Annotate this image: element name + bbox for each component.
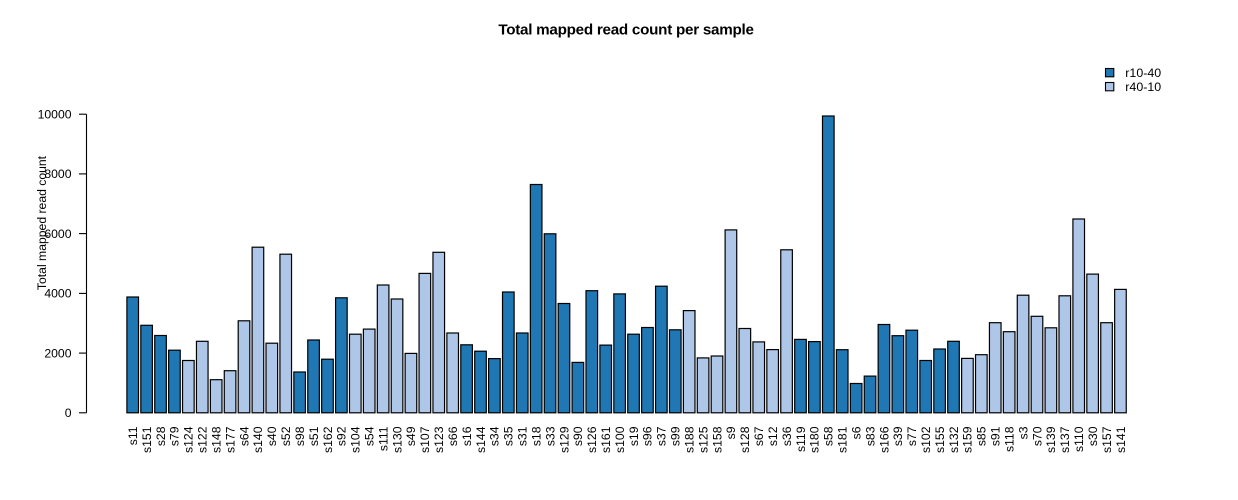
svg-text:s6: s6 — [849, 426, 863, 439]
svg-text:s144: s144 — [474, 426, 488, 453]
svg-text:s180: s180 — [808, 426, 822, 453]
svg-text:s98: s98 — [293, 426, 307, 446]
svg-text:s31: s31 — [516, 426, 530, 446]
svg-text:s130: s130 — [390, 426, 404, 453]
svg-text:s104: s104 — [349, 426, 363, 453]
svg-text:s58: s58 — [822, 426, 836, 446]
svg-text:r40-10: r40-10 — [1125, 80, 1161, 94]
svg-text:s155: s155 — [933, 426, 947, 453]
svg-text:s128: s128 — [738, 426, 752, 453]
svg-text:s123: s123 — [432, 426, 446, 453]
svg-text:s40: s40 — [265, 426, 279, 446]
svg-text:s158: s158 — [710, 426, 724, 453]
svg-text:s137: s137 — [1058, 426, 1072, 453]
svg-text:s181: s181 — [836, 426, 850, 453]
svg-text:4000: 4000 — [44, 287, 71, 301]
svg-text:0: 0 — [65, 406, 72, 420]
svg-text:s129: s129 — [557, 426, 571, 453]
svg-text:s28: s28 — [154, 426, 168, 446]
svg-text:s36: s36 — [780, 426, 794, 446]
svg-text:s39: s39 — [891, 426, 905, 446]
svg-text:s11: s11 — [126, 426, 140, 445]
svg-text:Total mapped read count per sa: Total mapped read count per sample — [498, 22, 753, 39]
svg-text:s151: s151 — [140, 426, 154, 453]
svg-text:s110: s110 — [1072, 426, 1086, 452]
svg-text:s111: s111 — [376, 426, 390, 451]
svg-text:s125: s125 — [696, 426, 710, 453]
svg-text:s83: s83 — [863, 426, 877, 446]
svg-text:s90: s90 — [571, 426, 585, 446]
svg-text:s37: s37 — [655, 426, 669, 446]
svg-text:s54: s54 — [363, 426, 377, 446]
svg-text:s124: s124 — [182, 426, 196, 453]
svg-text:s91: s91 — [989, 426, 1003, 446]
svg-text:s51: s51 — [307, 426, 321, 446]
svg-text:s3: s3 — [1016, 426, 1030, 439]
svg-text:s148: s148 — [209, 426, 223, 453]
svg-text:s141: s141 — [1114, 426, 1128, 453]
svg-text:8000: 8000 — [44, 167, 71, 181]
svg-text:r10-40: r10-40 — [1125, 66, 1161, 80]
svg-text:s107: s107 — [418, 426, 432, 453]
svg-text:s139: s139 — [1044, 426, 1058, 453]
svg-text:s34: s34 — [488, 426, 502, 446]
svg-text:s66: s66 — [446, 426, 460, 446]
svg-text:s35: s35 — [502, 426, 516, 446]
svg-text:s30: s30 — [1086, 426, 1100, 446]
svg-text:s70: s70 — [1030, 426, 1044, 446]
svg-text:s85: s85 — [975, 426, 989, 446]
svg-text:s33: s33 — [543, 426, 557, 446]
svg-text:s140: s140 — [251, 426, 265, 453]
svg-text:s64: s64 — [237, 426, 251, 446]
svg-text:s92: s92 — [335, 426, 349, 446]
svg-text:s100: s100 — [613, 426, 627, 453]
svg-text:s77: s77 — [905, 426, 919, 446]
svg-text:s96: s96 — [641, 426, 655, 446]
svg-text:Total mapped read count: Total mapped read count — [35, 155, 49, 290]
svg-text:s49: s49 — [404, 426, 418, 446]
svg-text:s16: s16 — [460, 426, 474, 446]
svg-text:s12: s12 — [766, 426, 780, 446]
svg-text:s161: s161 — [599, 426, 613, 453]
svg-text:6000: 6000 — [44, 227, 71, 241]
svg-text:s177: s177 — [223, 426, 237, 453]
svg-text:2000: 2000 — [44, 346, 71, 360]
svg-text:s126: s126 — [585, 426, 599, 453]
svg-text:s99: s99 — [669, 426, 683, 446]
svg-text:s18: s18 — [529, 426, 543, 446]
svg-text:10000: 10000 — [38, 108, 72, 122]
svg-text:s67: s67 — [752, 426, 766, 446]
svg-text:s119: s119 — [794, 426, 808, 452]
svg-text:s162: s162 — [321, 426, 335, 453]
svg-text:s19: s19 — [627, 426, 641, 446]
svg-text:s159: s159 — [961, 426, 975, 453]
svg-text:s79: s79 — [168, 426, 182, 446]
svg-text:s9: s9 — [724, 426, 738, 439]
svg-text:s52: s52 — [279, 426, 293, 446]
svg-text:s122: s122 — [196, 426, 210, 453]
svg-text:s166: s166 — [877, 426, 891, 453]
svg-text:s118: s118 — [1002, 426, 1016, 452]
svg-text:s102: s102 — [919, 426, 933, 453]
svg-text:s188: s188 — [682, 426, 696, 453]
svg-text:s157: s157 — [1100, 426, 1114, 453]
svg-text:s132: s132 — [947, 426, 961, 453]
